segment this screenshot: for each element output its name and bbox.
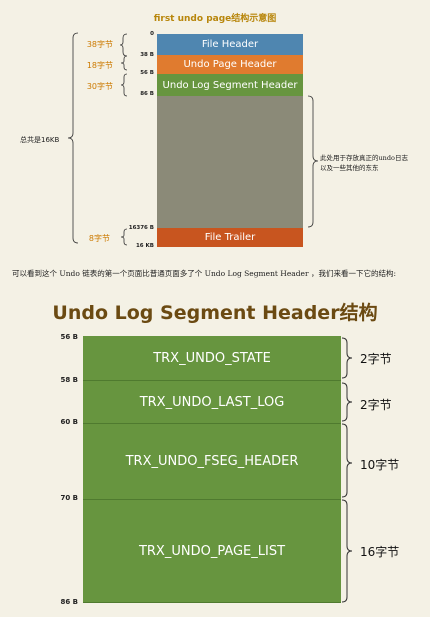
top-segment	[157, 96, 303, 228]
field-offset-label: 56 B	[60, 333, 78, 341]
field-size-label: 2字节	[360, 398, 392, 412]
field-size-label: 2字节	[360, 352, 392, 366]
caption-text: 可以看到这个 Undo 链表的第一个页面比普通页面多了个 Undo Log Se…	[12, 269, 396, 278]
top-segment: File Header	[157, 34, 303, 55]
field-offset-label: 86 B	[60, 598, 78, 606]
offset-label: 86 B	[140, 91, 154, 97]
description-text: 此处用于存放真正的undo日志 以及一些其他的东东	[320, 153, 408, 173]
offset-label: 16 KB	[135, 243, 154, 249]
field-offset-label: 58 B	[60, 376, 78, 384]
size-label: 18字节	[86, 61, 113, 70]
size-label: 38字节	[86, 40, 113, 49]
size-label: 8字节	[88, 234, 110, 243]
top-segment: Undo Page Header	[157, 55, 303, 74]
field-size-label: 10字节	[360, 458, 400, 472]
top-segment: Undo Log Segment Header	[157, 74, 303, 96]
offset-label: 16376 B	[128, 225, 154, 231]
total-size-label: 总共是16KB	[20, 136, 60, 144]
segment-field: TRX_UNDO_STATE	[83, 336, 341, 381]
segment-field: TRX_UNDO_FSEG_HEADER	[83, 424, 341, 500]
bottom-diagram-title: Undo Log Segment Header结构	[52, 302, 378, 324]
offset-label: 0	[150, 31, 154, 37]
field-offset-label: 60 B	[60, 418, 78, 426]
offset-label: 38 B	[140, 52, 154, 58]
description-line: 此处用于存放真正的undo日志	[320, 154, 408, 162]
brace-lines	[67, 32, 319, 246]
size-label: 30字节	[86, 82, 113, 91]
segment-field: TRX_UNDO_PAGE_LIST	[83, 500, 341, 603]
field-size-label: 16字节	[360, 545, 400, 559]
field-offset-label: 70 B	[60, 494, 78, 502]
top-diagram-title: first undo page结构示意图	[153, 14, 277, 24]
top-segment: File Trailer	[157, 228, 303, 247]
segment-field: TRX_UNDO_LAST_LOG	[83, 381, 341, 424]
description-line: 以及一些其他的东东	[320, 164, 379, 172]
offset-label: 56 B	[140, 70, 154, 76]
